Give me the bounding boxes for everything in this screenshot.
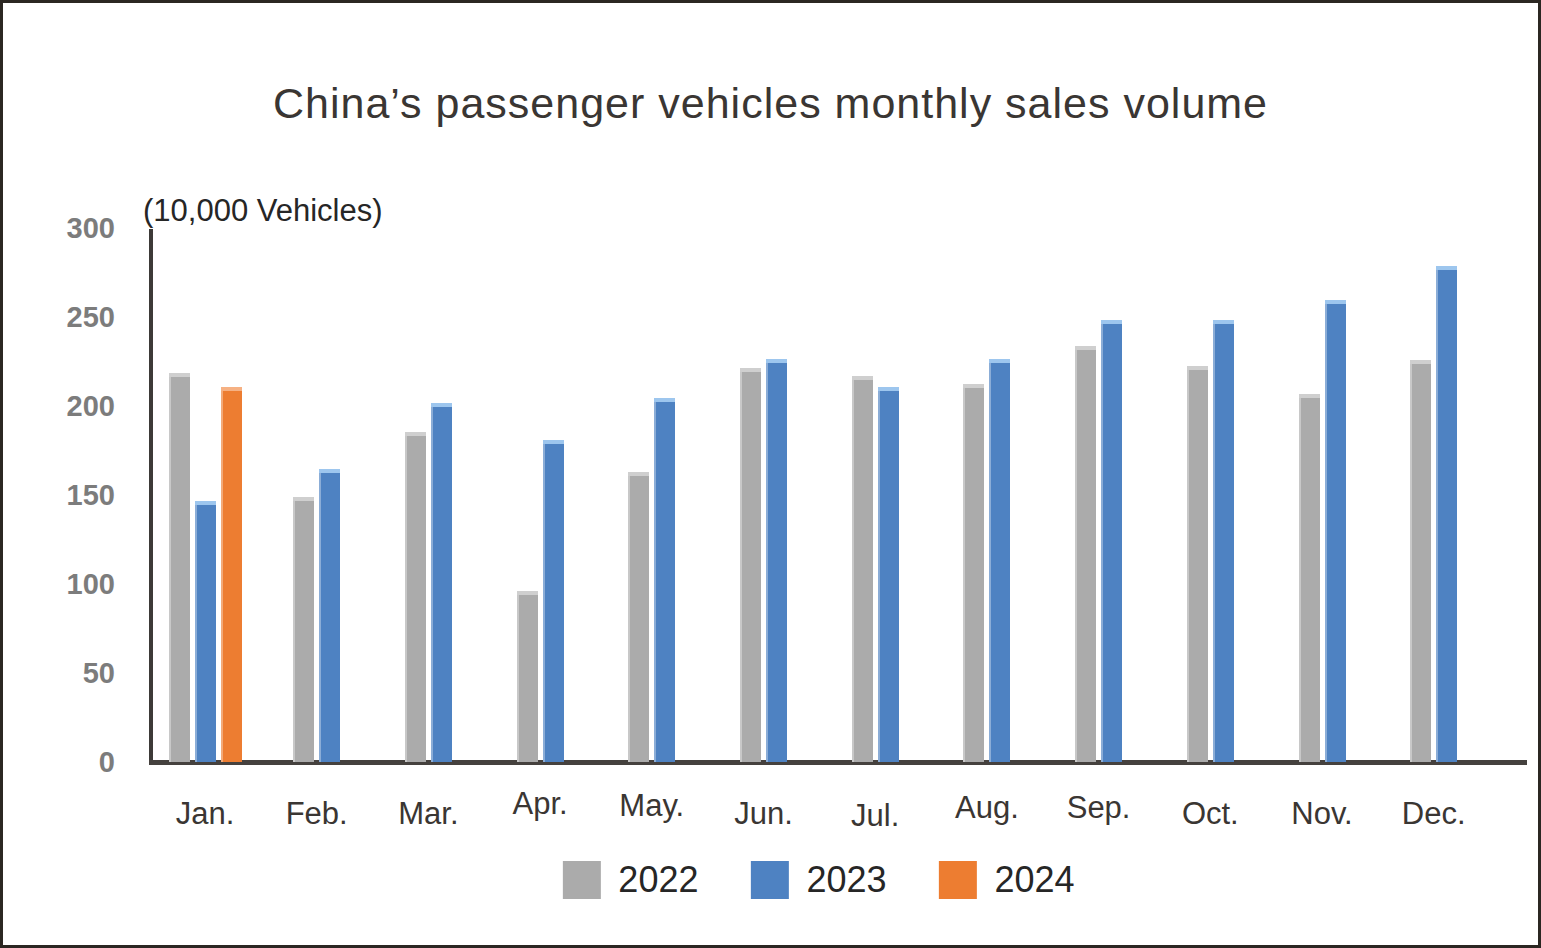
bar-2022-nov [1299, 394, 1320, 762]
bar-group-jul [852, 376, 899, 762]
bar-group-jun [740, 359, 787, 762]
y-tick-label-250: 250 [33, 301, 115, 334]
bar-2022-aug [963, 384, 984, 762]
x-tick-label-jun: Jun. [734, 796, 793, 832]
bar-group-mar [405, 403, 452, 762]
bar-2022-jun [740, 368, 761, 762]
x-tick-label-jan: Jan. [176, 796, 235, 832]
bar-group-apr [517, 440, 564, 762]
y-tick-label-100: 100 [33, 568, 115, 601]
bar-2023-jun [766, 359, 787, 762]
chart-title: China’s passenger vehicles monthly sales… [3, 79, 1538, 128]
legend-swatch-2024 [939, 861, 977, 899]
bar-group-nov [1299, 300, 1346, 762]
x-tick-label-nov: Nov. [1291, 796, 1352, 832]
bar-2023-feb [319, 469, 340, 762]
bar-group-feb [293, 469, 340, 762]
x-tick-label-feb: Feb. [286, 796, 348, 832]
legend-swatch-2022 [562, 861, 600, 899]
bar-2023-apr [543, 440, 564, 762]
bar-group-may [628, 398, 675, 762]
bar-2023-oct [1213, 320, 1234, 762]
legend-item-2022: 2022 [562, 859, 698, 901]
bar-2022-jul [852, 376, 873, 762]
bar-group-jan [169, 373, 242, 762]
plot-area [153, 229, 1527, 762]
chart-frame: China’s passenger vehicles monthly sales… [0, 0, 1541, 948]
y-tick-label-200: 200 [33, 390, 115, 423]
y-tick-label-0: 0 [33, 746, 115, 779]
bar-2022-dec [1410, 360, 1431, 762]
x-tick-label-dec: Dec. [1402, 796, 1466, 832]
y-axis-unit-label: (10,000 Vehicles) [143, 193, 383, 229]
bar-2022-mar [405, 432, 426, 762]
bar-2023-jan [195, 501, 216, 762]
legend: 2022 2023 2024 [562, 859, 1074, 901]
bar-2023-may [654, 398, 675, 762]
bar-2023-jul [878, 387, 899, 762]
x-tick-label-mar: Mar. [398, 796, 458, 832]
bar-2023-sep [1101, 320, 1122, 762]
bar-2022-sep [1075, 346, 1096, 762]
y-tick-label-50: 50 [33, 657, 115, 690]
legend-label-2022: 2022 [618, 859, 698, 901]
bar-2023-mar [431, 403, 452, 762]
bar-2023-nov [1325, 300, 1346, 762]
bar-2024-jan [221, 387, 242, 762]
bar-group-sep [1075, 320, 1122, 762]
legend-swatch-2023 [750, 861, 788, 899]
bar-2022-jan [169, 373, 190, 762]
y-tick-label-300: 300 [33, 212, 115, 245]
x-tick-label-oct: Oct. [1182, 796, 1239, 832]
bar-2022-apr [517, 591, 538, 762]
bar-group-dec [1410, 266, 1457, 762]
bar-2023-dec [1436, 266, 1457, 762]
y-tick-label-150: 150 [33, 479, 115, 512]
bar-2022-may [628, 472, 649, 762]
legend-label-2023: 2023 [806, 859, 886, 901]
legend-label-2024: 2024 [995, 859, 1075, 901]
bar-2022-oct [1187, 366, 1208, 762]
bar-group-aug [963, 359, 1010, 762]
x-tick-label-apr: Apr. [513, 786, 568, 822]
x-tick-label-sep: Sep. [1067, 790, 1131, 826]
x-tick-label-aug: Aug. [955, 790, 1019, 826]
bar-2023-aug [989, 359, 1010, 762]
legend-item-2023: 2023 [750, 859, 886, 901]
legend-item-2024: 2024 [939, 859, 1075, 901]
bar-group-oct [1187, 320, 1234, 762]
x-tick-label-may: May. [619, 788, 684, 824]
bar-2022-feb [293, 497, 314, 762]
x-tick-label-jul: Jul. [851, 798, 899, 834]
